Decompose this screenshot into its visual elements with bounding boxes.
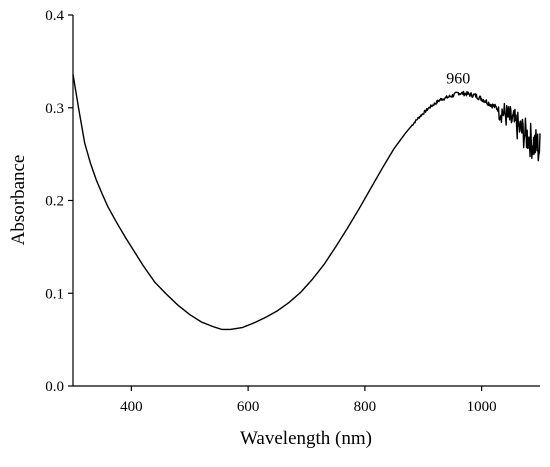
x-tick-label: 400 <box>120 399 143 415</box>
y-tick-label: 0.4 <box>45 8 64 24</box>
y-tick-label: 0.1 <box>45 286 64 302</box>
y-tick-label: 0.0 <box>45 379 64 395</box>
y-axis-title: Absorbance <box>8 155 29 246</box>
x-ticks: 400 600 800 1000 <box>120 386 497 415</box>
x-tick-label: 600 <box>237 399 260 415</box>
y-tick-label: 0.2 <box>45 194 64 210</box>
annotations: 960 <box>446 71 470 88</box>
absorbance-series-line <box>72 74 541 331</box>
peak-annotation: 960 <box>446 71 470 88</box>
x-axis-title: Wavelength (nm) <box>240 428 372 449</box>
x-tick-label: 1000 <box>467 399 497 415</box>
y-tick-label: 0.3 <box>45 101 64 117</box>
y-ticks: 0.0 0.1 0.2 0.3 0.4 <box>45 8 73 395</box>
x-tick-label: 800 <box>354 399 377 415</box>
